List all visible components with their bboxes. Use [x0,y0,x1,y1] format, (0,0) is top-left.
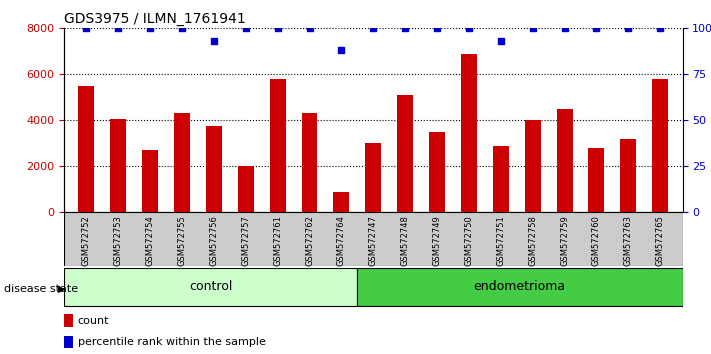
Bar [64,314,73,327]
Point [623,25,634,31]
Bar [142,150,158,212]
Point [368,25,379,31]
Text: GSM572755: GSM572755 [178,215,186,266]
Point [591,25,602,31]
Text: GSM572752: GSM572752 [82,215,91,266]
Text: ▶: ▶ [58,284,66,293]
Point [432,25,443,31]
Text: GSM572748: GSM572748 [401,215,410,266]
Bar [64,212,683,266]
Text: GSM572750: GSM572750 [464,215,474,266]
Text: GSM572756: GSM572756 [209,215,218,266]
Text: GSM572760: GSM572760 [592,215,601,266]
Bar [652,79,668,212]
Text: GDS3975 / ILMN_1761941: GDS3975 / ILMN_1761941 [64,12,246,26]
Bar [365,143,381,212]
Text: GSM572758: GSM572758 [528,215,538,266]
Bar [110,119,126,212]
Text: GSM572754: GSM572754 [146,215,154,266]
Point [176,25,188,31]
Point [272,25,283,31]
Bar [174,114,190,212]
Bar [461,54,477,212]
Point [655,25,666,31]
Point [559,25,570,31]
Bar [206,126,222,212]
Point [304,25,315,31]
Point [144,25,156,31]
Bar [397,95,413,212]
Text: GSM572762: GSM572762 [305,215,314,266]
Point [240,25,252,31]
Text: GSM572759: GSM572759 [560,215,569,266]
Point [495,38,506,44]
Text: GSM572764: GSM572764 [337,215,346,266]
Text: count: count [77,316,109,326]
Text: GSM572763: GSM572763 [624,215,633,266]
Point [400,25,411,31]
Text: GSM572751: GSM572751 [496,215,506,266]
Bar [237,166,254,212]
Point [112,25,124,31]
Text: GSM572749: GSM572749 [432,215,442,266]
Bar [64,268,357,306]
Bar [333,192,349,212]
Bar [493,146,509,212]
Text: GSM572757: GSM572757 [241,215,250,266]
Text: GSM572761: GSM572761 [273,215,282,266]
Text: GSM572747: GSM572747 [369,215,378,266]
Text: disease state: disease state [4,284,77,293]
Point [336,47,347,53]
Text: endometrioma: endometrioma [474,280,566,293]
Point [464,25,475,31]
Bar [525,120,540,212]
Bar [621,139,636,212]
Point [527,25,538,31]
Text: percentile rank within the sample: percentile rank within the sample [77,337,265,347]
Text: GSM572765: GSM572765 [656,215,665,266]
Bar [301,114,318,212]
Bar [429,132,445,212]
Bar [357,268,683,306]
Bar [269,79,286,212]
Bar [557,109,572,212]
Text: control: control [189,280,232,293]
Bar [64,336,73,348]
Point [208,38,220,44]
Text: GSM572753: GSM572753 [114,215,123,266]
Bar [589,148,604,212]
Point [80,25,92,31]
Bar [78,86,95,212]
